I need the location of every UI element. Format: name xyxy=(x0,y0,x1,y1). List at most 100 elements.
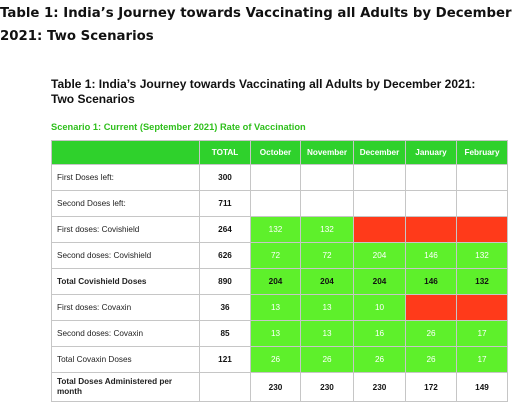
month-cell: 16 xyxy=(353,320,406,347)
cell-value: 13 xyxy=(270,303,281,312)
month-cell: 72 xyxy=(300,242,354,269)
scenario-label: Scenario 1: Current (September 2021) Rat… xyxy=(51,122,306,132)
month-cell xyxy=(300,190,354,217)
month-cell: 132 xyxy=(456,242,508,269)
cell-value: 26 xyxy=(322,355,332,364)
month-cell: 146 xyxy=(405,268,457,295)
cell-value: 204 xyxy=(372,277,387,286)
month-cell: 17 xyxy=(456,346,508,373)
cell-value: 26 xyxy=(426,355,436,364)
table-row: Total Covishield Doses 890 204 204 204 146 132 xyxy=(51,268,508,295)
cell-value: 204 xyxy=(268,277,283,286)
month-cell: 149 xyxy=(456,372,508,402)
row-label: First doses: Covishield xyxy=(51,216,200,243)
cell-value: 17 xyxy=(477,355,487,364)
row-label: First doses: Covaxin xyxy=(51,294,200,321)
column-header xyxy=(51,140,200,165)
row-label: Total Covishield Doses xyxy=(51,268,200,295)
total-cell: 300 xyxy=(199,164,251,191)
month-cell xyxy=(250,190,301,217)
total-cell: 890 xyxy=(199,268,251,295)
cell-value: 204 xyxy=(320,277,334,286)
month-cell: 132 xyxy=(300,216,354,243)
month-cell: 132 xyxy=(456,268,508,295)
cell-value: 72 xyxy=(322,251,332,260)
month-cell xyxy=(456,164,508,191)
month-cell xyxy=(456,216,508,243)
month-cell xyxy=(353,164,406,191)
table-caption: Table 1: India’s Journey towards Vaccina… xyxy=(51,77,476,106)
month-cell xyxy=(405,216,457,243)
total-cell: 711 xyxy=(199,190,251,217)
row-label: Total Covaxin Doses xyxy=(51,346,200,373)
column-header: February xyxy=(456,140,508,165)
table-row: Total Covaxin Doses 121 26 26 26 26 17 xyxy=(51,346,508,373)
total-cell: 85 xyxy=(199,320,251,347)
month-cell: 132 xyxy=(250,216,301,243)
cell-value: 132 xyxy=(268,225,283,234)
month-cell xyxy=(456,294,508,321)
table-row: Second doses: Covishield 626 72 72 204 146 132 xyxy=(51,242,508,269)
cell-value: 26 xyxy=(270,355,281,364)
column-header: November xyxy=(300,140,354,165)
month-cell: 230 xyxy=(353,372,406,402)
month-cell xyxy=(405,294,457,321)
cell-value: 230 xyxy=(268,382,283,392)
cell-value: 132 xyxy=(320,225,334,234)
column-header: October xyxy=(250,140,301,165)
total-cell: 121 xyxy=(199,346,251,373)
month-cell xyxy=(353,216,406,243)
row-label: Total Doses Administered per month xyxy=(51,372,200,402)
cell-value: 13 xyxy=(322,303,332,312)
month-cell xyxy=(300,164,354,191)
cell-value: 146 xyxy=(424,251,438,260)
month-cell: 26 xyxy=(300,346,354,373)
cell-value: 26 xyxy=(374,355,385,364)
row-label: First Doses left: xyxy=(51,164,200,191)
month-cell xyxy=(353,190,406,217)
table-row: Second Doses left: 711 xyxy=(51,190,508,217)
month-cell: 204 xyxy=(353,242,406,269)
total-cell: 36 xyxy=(199,294,251,321)
month-cell: 13 xyxy=(250,320,301,347)
table-row: First doses: Covaxin 36 13 13 10 xyxy=(51,294,508,321)
cell-value: 132 xyxy=(475,251,489,260)
row-label: Second Doses left: xyxy=(51,190,200,217)
month-cell: 13 xyxy=(300,320,354,347)
cell-value: 13 xyxy=(322,329,332,338)
cell-value: 204 xyxy=(372,251,387,260)
month-cell: 204 xyxy=(300,268,354,295)
month-cell xyxy=(405,190,457,217)
month-cell: 230 xyxy=(300,372,354,402)
cell-value: 132 xyxy=(475,277,489,286)
cell-value: 17 xyxy=(477,329,487,338)
column-header: January xyxy=(405,140,457,165)
month-cell: 26 xyxy=(353,346,406,373)
total-cell: 626 xyxy=(199,242,251,269)
page-title: Table 1: India’s Journey towards Vaccina… xyxy=(0,6,512,44)
cell-value: 172 xyxy=(424,382,438,392)
cell-value: 13 xyxy=(270,329,281,338)
cell-value: 230 xyxy=(320,382,334,392)
month-cell: 72 xyxy=(250,242,301,269)
month-cell xyxy=(405,164,457,191)
column-header: TOTAL xyxy=(199,140,251,165)
cell-value: 146 xyxy=(424,277,438,286)
table-body: First Doses left: 300 Second Doses left: 71… xyxy=(51,164,508,402)
total-cell: 264 xyxy=(199,216,251,243)
month-cell: 26 xyxy=(250,346,301,373)
month-cell: 10 xyxy=(353,294,406,321)
month-cell xyxy=(250,164,301,191)
cell-value: 149 xyxy=(475,382,489,392)
header-row: TOTAL October November December January … xyxy=(51,140,508,165)
month-cell: 13 xyxy=(300,294,354,321)
cell-value: 16 xyxy=(374,329,385,338)
month-cell: 204 xyxy=(353,268,406,295)
row-label: Second doses: Covishield xyxy=(51,242,200,269)
table-row: First Doses left: 300 xyxy=(51,164,508,191)
cell-value: 72 xyxy=(270,251,281,260)
month-cell: 230 xyxy=(250,372,301,402)
cell-value: 26 xyxy=(426,329,436,338)
month-cell: 172 xyxy=(405,372,457,402)
month-cell: 17 xyxy=(456,320,508,347)
